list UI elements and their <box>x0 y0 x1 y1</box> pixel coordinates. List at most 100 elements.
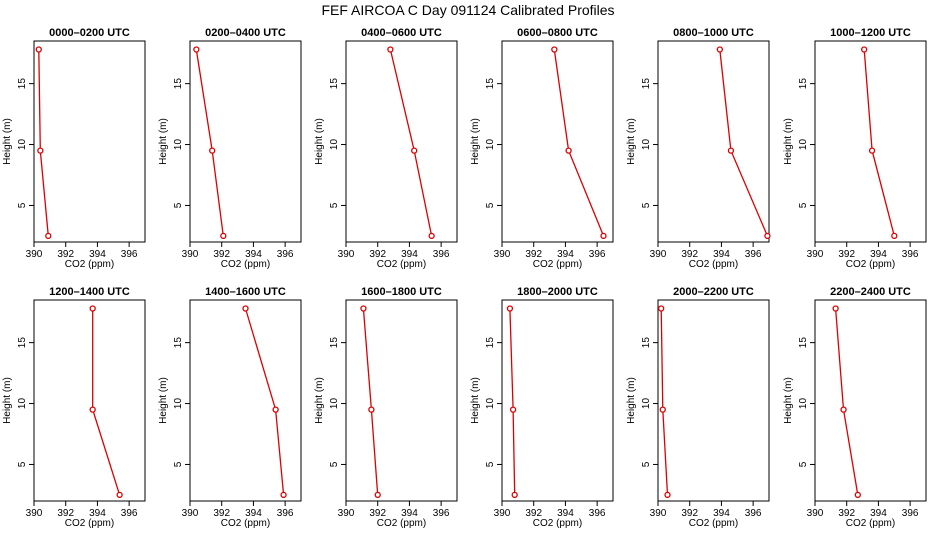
x-tick-label: 394 <box>870 249 887 260</box>
y-tick-label: 10 <box>798 139 809 151</box>
y-tick-label: 10 <box>17 139 28 151</box>
x-axis-label: CO2 (ppm) <box>377 259 426 270</box>
chart-panel: 2200–2400 UTC 390 392 394 396 5 10 15 CO2 (ppm) H… <box>783 286 927 529</box>
data-point <box>89 406 96 413</box>
y-axis-label: Height (m) <box>626 118 637 165</box>
x-axis-label: CO2 (ppm) <box>689 518 738 529</box>
x-tick-label: 392 <box>369 508 386 519</box>
data-point <box>840 406 847 413</box>
x-axis-label: CO2 (ppm) <box>689 259 738 270</box>
x-tick-label: 396 <box>433 249 450 260</box>
y-axis-label: Height (m) <box>314 118 325 165</box>
y-tick-label: 15 <box>798 337 809 349</box>
x-tick-label: 396 <box>277 508 294 519</box>
x-tick-label: 394 <box>557 249 574 260</box>
series-line <box>719 49 768 237</box>
y-axis-label: Height (m) <box>2 118 13 165</box>
chart-panel: 0600–0800 UTC 390 392 394 396 5 10 15 CO2 (ppm) H… <box>470 27 614 270</box>
series-line <box>389 49 433 237</box>
data-point <box>658 305 665 312</box>
x-tick-label: 392 <box>838 249 855 260</box>
data-point <box>116 491 123 499</box>
y-tick-label: 5 <box>17 202 28 208</box>
x-tick-label: 394 <box>89 249 106 260</box>
chart-panel: 2000–2200 UTC 390 392 394 396 5 10 15 CO2 (ppm) H… <box>626 286 770 529</box>
x-tick-label: 390 <box>338 249 355 260</box>
data-point <box>509 406 517 413</box>
chart-panel: 0800–1000 UTC 390 392 394 396 5 10 15 CO2 (ppm) H… <box>626 27 771 270</box>
x-tick-label: 392 <box>525 249 542 260</box>
x-tick-label: 392 <box>369 249 386 260</box>
plot-frame <box>345 40 458 243</box>
x-tick-label: 394 <box>401 508 418 519</box>
x-tick-label: 392 <box>213 249 230 260</box>
y-tick-label: 10 <box>329 139 340 151</box>
data-point <box>511 491 518 499</box>
data-point <box>664 491 671 499</box>
y-axis-label: Height (m) <box>783 118 794 165</box>
y-tick-label: 15 <box>485 78 496 90</box>
plot-frame <box>189 299 302 502</box>
data-point <box>220 232 227 240</box>
y-tick-label: 5 <box>329 202 340 208</box>
data-point <box>280 491 287 499</box>
x-tick-label: 390 <box>807 508 824 519</box>
chart-panel: 1200–1400 UTC 390 392 394 396 5 10 15 CO2 (ppm) H… <box>2 286 146 529</box>
panel-title: 1000–1200 UTC <box>830 27 911 39</box>
y-tick-label: 10 <box>17 398 28 410</box>
chart-panel: 1400–1600 UTC 390 392 394 396 5 10 15 CO2 (ppm) H… <box>158 286 302 529</box>
x-tick-label: 390 <box>494 249 511 260</box>
x-axis-label: CO2 (ppm) <box>377 518 426 529</box>
series-line <box>863 49 895 237</box>
series-line <box>553 49 605 237</box>
y-tick-label: 15 <box>641 337 652 349</box>
data-point <box>727 147 735 154</box>
x-axis-label: CO2 (ppm) <box>65 259 114 270</box>
panel-title: 0400–0600 UTC <box>361 27 442 39</box>
x-tick-label: 390 <box>494 508 511 519</box>
x-tick-label: 396 <box>589 249 606 260</box>
plot-frame <box>657 299 770 502</box>
chart-panel: 1000–1200 UTC 390 392 394 396 5 10 15 CO2 (ppm) H… <box>783 27 927 270</box>
x-tick-label: 392 <box>57 508 74 519</box>
y-tick-label: 15 <box>173 78 184 90</box>
y-axis-label: Height (m) <box>158 377 169 424</box>
plot-frame <box>501 40 614 243</box>
series-line <box>92 308 121 496</box>
series-line <box>509 308 516 495</box>
x-tick-label: 394 <box>245 508 262 519</box>
y-tick-label: 15 <box>641 78 652 90</box>
data-point <box>861 46 868 53</box>
y-tick-label: 15 <box>329 78 340 90</box>
y-tick-label: 10 <box>173 139 184 151</box>
x-tick-label: 390 <box>338 508 355 519</box>
plot-frame <box>189 40 302 243</box>
series-line <box>660 308 669 495</box>
data-point <box>600 232 607 240</box>
y-axis-label: Height (m) <box>158 118 169 165</box>
panel-title: 1200–1400 UTC <box>49 286 130 298</box>
y-tick-label: 10 <box>485 139 496 151</box>
x-tick-label: 394 <box>713 249 730 260</box>
panel-title: 0000–0200 UTC <box>49 27 130 39</box>
panel-title: 0600–0800 UTC <box>517 27 598 39</box>
y-tick-label: 15 <box>17 337 28 349</box>
x-tick-label: 396 <box>745 508 762 519</box>
x-tick-label: 396 <box>745 249 762 260</box>
x-tick-label: 394 <box>557 508 574 519</box>
data-point <box>272 406 279 413</box>
y-tick-label: 5 <box>798 461 809 467</box>
data-point <box>360 305 367 312</box>
x-tick-label: 392 <box>525 508 542 519</box>
x-axis-label: CO2 (ppm) <box>221 518 270 529</box>
chart-panel: 1600–1800 UTC 390 392 394 396 5 10 15 CO2 (ppm) H… <box>314 286 458 529</box>
y-tick-label: 5 <box>173 202 184 208</box>
y-tick-label: 10 <box>173 398 184 410</box>
x-axis-label: CO2 (ppm) <box>65 518 114 529</box>
x-tick-label: 396 <box>121 249 138 260</box>
y-tick-label: 5 <box>798 202 809 208</box>
plot-frame <box>345 299 458 502</box>
panel-title: 0800–1000 UTC <box>673 27 754 39</box>
series-line <box>362 308 379 495</box>
x-axis-label: CO2 (ppm) <box>533 259 582 270</box>
